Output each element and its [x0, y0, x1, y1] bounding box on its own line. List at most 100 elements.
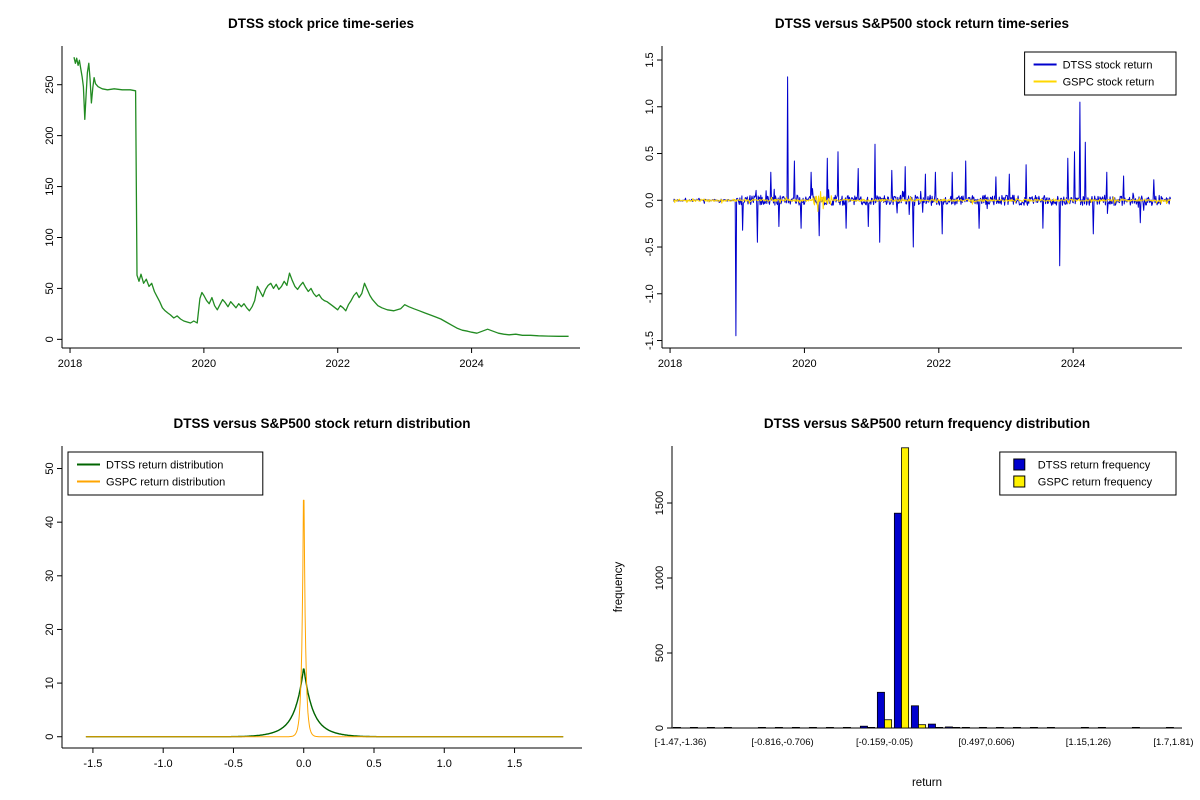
- y-tick-label: 0.0: [644, 193, 656, 208]
- histogram-bar: [884, 719, 893, 729]
- histogram-bar: [893, 512, 902, 729]
- histogram-bar: [706, 726, 715, 729]
- x-axis-title: return: [912, 777, 942, 789]
- frequency-chart-title: DTSS versus S&P500 return frequency dist…: [763, 416, 1091, 431]
- x-tick-label: 2024: [1061, 358, 1085, 370]
- return-chart-canvas: -1.5 -1.0 -0.5 0.0 0.5 1.0 1.5 2018 2020 2022 2024…: [644, 46, 1182, 370]
- x-bin-label: [1.15,1.26): [1066, 737, 1111, 748]
- y-tick-label: 200: [44, 126, 56, 144]
- x-tick-label: 1.5: [507, 758, 522, 770]
- histogram-bar: [1012, 726, 1021, 729]
- y-tick-label: 50: [44, 282, 56, 294]
- histogram-bar: [1131, 726, 1140, 729]
- histogram-bar: [910, 705, 919, 729]
- legend: DTSS return distribution GSPC return dist…: [67, 451, 264, 496]
- legend-box-swatch: [1013, 458, 1026, 471]
- return-timeseries-panel: DTSS versus S&P500 stock return time-ser…: [600, 0, 1200, 400]
- frequency-chart-canvas: 0 500 1000 1500 [-1.47,-1.36) [-0.816,-0.706)…: [613, 446, 1194, 789]
- legend-box: [999, 451, 1177, 496]
- x-tick-label: 1.0: [437, 758, 452, 770]
- histogram-bar: [1165, 726, 1174, 729]
- histogram-bar: [825, 726, 834, 729]
- histogram-bar: [961, 726, 970, 729]
- x-tick-label: 2020: [792, 358, 816, 370]
- legend-label: DTSS stock return: [1063, 60, 1153, 72]
- histogram-bar: [774, 726, 783, 729]
- y-tick-label: -0.5: [644, 238, 656, 257]
- tick-labels: 0 50 100 150 200 250 2018 2020 2022 2024: [44, 76, 484, 370]
- series-group: [672, 76, 1172, 337]
- y-tick-label: 1.0: [644, 99, 656, 114]
- y-tick-label: 20: [44, 623, 56, 635]
- x-bin-label: [0.497,0.606): [959, 737, 1015, 748]
- x-tick-label: -0.5: [224, 758, 243, 770]
- axes: [671, 446, 1182, 729]
- histogram-bar: [859, 725, 868, 729]
- price-chart-title: DTSS stock price time-series: [227, 16, 415, 31]
- return-frequency-panel: DTSS versus S&P500 return frequency dist…: [600, 400, 1200, 800]
- histogram-bar: [944, 726, 953, 729]
- y-tick-label: 30: [44, 570, 56, 582]
- axes: [61, 46, 580, 349]
- y-tick-label: 10: [44, 677, 56, 689]
- distribution-chart-canvas: 0 10 20 30 40 50 -1.5 -1.0 -0.5 0.0 0.5 1.0 1.5 DTSS …: [44, 446, 582, 770]
- y-tick-label: 1500: [654, 491, 666, 515]
- x-tick-label: -1.5: [83, 758, 102, 770]
- y-tick-label: 1.5: [644, 52, 656, 67]
- histogram-bar: [876, 691, 885, 729]
- x-tick-label: -1.0: [154, 758, 173, 770]
- axes: [61, 446, 582, 749]
- y-tick-label: -1.0: [644, 284, 656, 303]
- x-bin-label: [-0.159,-0.05): [856, 737, 913, 748]
- x-tick-label: 2022: [927, 358, 951, 370]
- histogram-bar: [723, 726, 732, 729]
- histogram-bar: [1097, 726, 1106, 729]
- y-tick-label: 100: [44, 228, 56, 246]
- y-tick-label: 1000: [654, 566, 666, 590]
- histogram-bar: [689, 726, 698, 729]
- legend-label: DTSS return distribution: [106, 460, 223, 472]
- histogram-bar: [927, 723, 936, 729]
- y-tick-label: -1.5: [644, 331, 656, 350]
- histogram-bar: [995, 726, 1004, 729]
- axes: [661, 46, 1182, 349]
- y-axis-title: frequency: [613, 562, 625, 613]
- histogram-bar: [672, 726, 681, 729]
- y-tick-label: 40: [44, 516, 56, 528]
- legend-label: GSPC return frequency: [1038, 477, 1153, 489]
- y-tick-label: 50: [44, 462, 56, 474]
- legend: DTSS return frequency GSPC return frequen…: [999, 451, 1177, 496]
- tick-labels: 0 500 1000 1500 [-1.47,-1.36) [-0.816,-0.706)…: [654, 491, 1194, 748]
- distribution-chart-title: DTSS versus S&P500 stock return distribu…: [173, 416, 471, 431]
- x-tick-label: 2024: [459, 358, 483, 370]
- series-group: [85, 499, 564, 738]
- histogram-bar: [952, 726, 961, 729]
- legend-box: [1024, 51, 1177, 96]
- legend-label: DTSS return frequency: [1038, 460, 1151, 472]
- y-tick-label: 0: [654, 725, 666, 731]
- x-tick-label: 2018: [658, 358, 682, 370]
- histogram-bar: [842, 726, 851, 729]
- price-chart-canvas: 0 50 100 150 200 250 2018 2020 2022 2024: [44, 46, 580, 370]
- legend-box-swatch: [1013, 475, 1026, 488]
- x-bin-label: [-1.47,-1.36): [655, 737, 707, 748]
- histogram-bar: [867, 726, 876, 729]
- y-tick-label: 0: [44, 336, 56, 342]
- y-tick-label: 250: [44, 76, 56, 94]
- return-distribution-panel: DTSS versus S&P500 stock return distribu…: [0, 400, 600, 800]
- histogram-bar: [1029, 726, 1038, 729]
- histogram-bar: [1080, 726, 1089, 729]
- y-tick-label: 150: [44, 177, 56, 195]
- legend-label: GSPC return distribution: [106, 477, 225, 489]
- legend-box: [67, 451, 264, 496]
- histogram-bar: [757, 726, 766, 729]
- y-tick-label: 0: [44, 734, 56, 740]
- histogram-bar: [791, 726, 800, 729]
- series-group: [73, 57, 569, 337]
- x-bin-label: [1.7,1.81): [1153, 737, 1193, 748]
- y-tick-label: 500: [654, 644, 666, 662]
- histogram-bar: [935, 726, 944, 729]
- series-group: [672, 447, 1174, 729]
- x-tick-label: 2018: [58, 358, 82, 370]
- x-tick-label: 2020: [192, 358, 216, 370]
